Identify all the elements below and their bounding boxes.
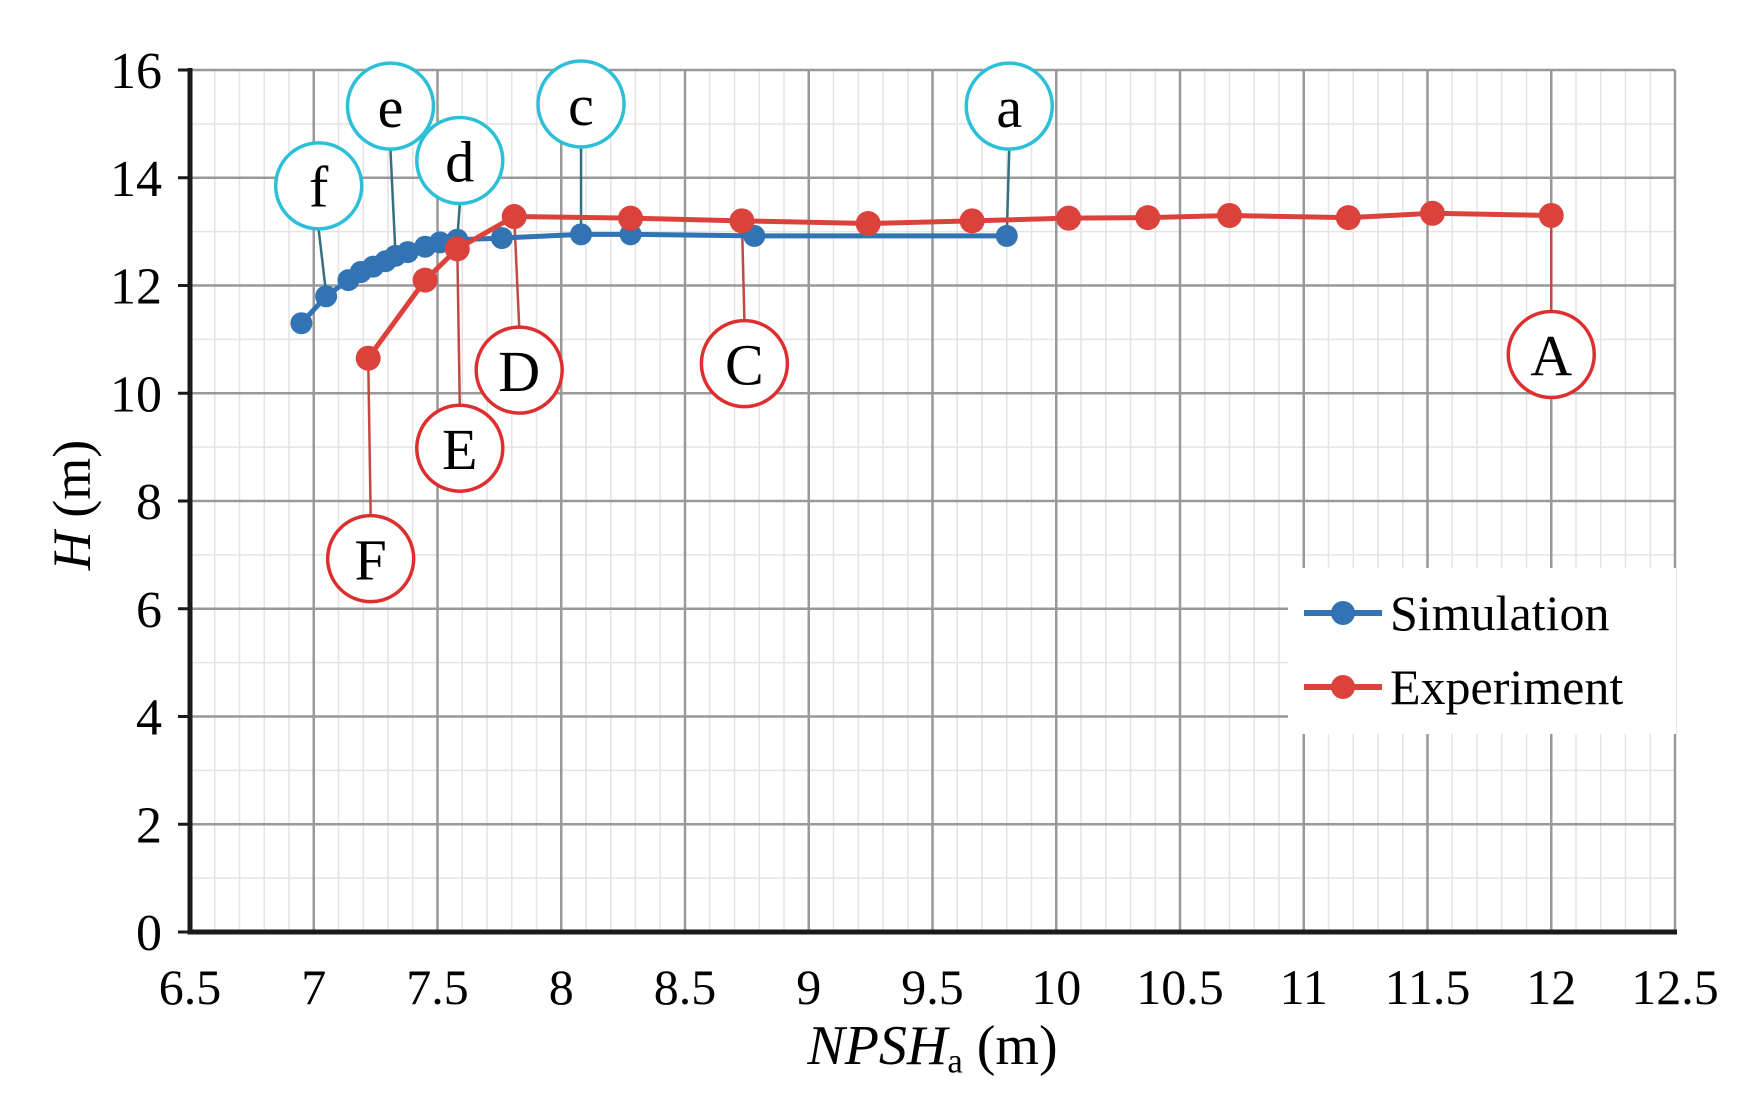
experiment-data-point <box>355 345 381 371</box>
x-tick-label: 8.5 <box>654 959 717 1015</box>
x-tick-label: 8 <box>549 959 574 1015</box>
y-tick-label: 8 <box>136 474 162 531</box>
simulation-data-point <box>315 285 338 308</box>
x-tick-label: 7.5 <box>406 959 469 1015</box>
x-axis-title-symbol: NPSH <box>807 1015 948 1077</box>
experiment-data-point <box>444 236 470 262</box>
x-tick-label: 9 <box>796 959 821 1015</box>
y-axis-title-symbol: H <box>42 531 102 571</box>
callout-leader-E <box>456 248 462 405</box>
legend-item-simulation: Simulation <box>1304 576 1676 650</box>
callout-label-d: d <box>445 129 474 194</box>
x-tick-label: 11.5 <box>1385 959 1471 1015</box>
y-tick-label: 6 <box>136 582 162 639</box>
y-tick-label: 10 <box>110 366 162 423</box>
x-axis-title-subscript: a <box>947 1041 963 1081</box>
callout-label-A: A <box>1530 323 1572 388</box>
callout-label-F: F <box>355 528 387 593</box>
experiment-data-point <box>855 211 881 237</box>
x-tick-label: 12 <box>1526 959 1576 1015</box>
simulation-data-point <box>995 224 1018 247</box>
callout-leader-F <box>366 358 372 515</box>
experiment-data-point <box>1538 202 1564 228</box>
callout-circle-C <box>699 318 790 409</box>
callout-label-E: E <box>442 417 477 482</box>
x-tick-label: 10.5 <box>1136 959 1224 1015</box>
experiment-data-point <box>1056 205 1082 231</box>
simulation-data-point <box>290 312 313 335</box>
callout-label-C: C <box>725 332 764 397</box>
legend-label-experiment: Experiment <box>1390 659 1624 715</box>
callout-label-D: D <box>498 339 540 404</box>
callout-leader-f <box>317 229 328 294</box>
experiment-data-point <box>959 208 985 234</box>
callout-circle-E <box>415 403 505 493</box>
callout-circle-F <box>325 513 416 604</box>
x-axis-title-unit: (m) <box>962 1015 1058 1077</box>
y-axis-title-unit: (m) <box>42 439 102 532</box>
callout-circle-d <box>415 115 505 206</box>
callout-leader-D <box>512 216 521 327</box>
legend: Simulation Experiment <box>1288 568 1676 734</box>
legend-item-experiment: Experiment <box>1304 650 1676 724</box>
y-tick-label: 12 <box>110 259 162 316</box>
x-tick-label: 7 <box>301 959 326 1015</box>
y-tick-label: 2 <box>136 797 162 854</box>
callout-circle-f <box>273 141 364 231</box>
simulation-data-point <box>490 227 513 250</box>
x-axis-title: NPSHa (m) <box>190 1014 1675 1082</box>
callout-label-e: e <box>378 75 404 140</box>
simulation-line-marker-swatch <box>1304 601 1382 625</box>
x-tick-label: 10 <box>1031 959 1081 1015</box>
y-tick-label: 0 <box>136 905 162 962</box>
y-tick-label: 14 <box>110 151 162 208</box>
y-axis-title: H (m) <box>41 255 103 755</box>
experiment-line-marker-swatch <box>1304 675 1382 699</box>
callout-circle-A <box>1506 309 1596 400</box>
y-tick-label: 16 <box>110 43 162 100</box>
experiment-data-point <box>1217 202 1242 228</box>
experiment-data-point <box>501 204 527 230</box>
callout-circle-D <box>474 325 564 415</box>
callout-label-c: c <box>568 73 594 138</box>
simulation-data-point <box>396 241 419 264</box>
legend-label-simulation: Simulation <box>1390 585 1610 641</box>
callout-leader-e <box>389 150 397 254</box>
callout-circle-c <box>536 59 626 149</box>
x-tick-label: 9.5 <box>901 959 964 1015</box>
callout-circle-a <box>964 61 1054 151</box>
x-tick-label: 11 <box>1280 959 1328 1015</box>
callout-label-a: a <box>996 75 1022 140</box>
experiment-data-point <box>1135 205 1161 231</box>
experiment-data-point <box>618 205 644 231</box>
experiment-data-point <box>729 208 755 234</box>
callout-label-f: f <box>309 155 329 220</box>
experiment-data-point <box>412 267 438 293</box>
y-tick-label: 4 <box>136 690 162 747</box>
simulation-marker-icon <box>1331 601 1355 625</box>
callout-circle-e <box>345 61 436 151</box>
x-tick-label: 6.5 <box>159 959 222 1015</box>
experiment-data-point <box>1419 200 1445 226</box>
experiment-data-point <box>1335 205 1361 231</box>
experiment-marker-icon <box>1331 675 1355 699</box>
simulation-data-point <box>570 223 593 246</box>
x-tick-label: 12.5 <box>1631 959 1719 1015</box>
